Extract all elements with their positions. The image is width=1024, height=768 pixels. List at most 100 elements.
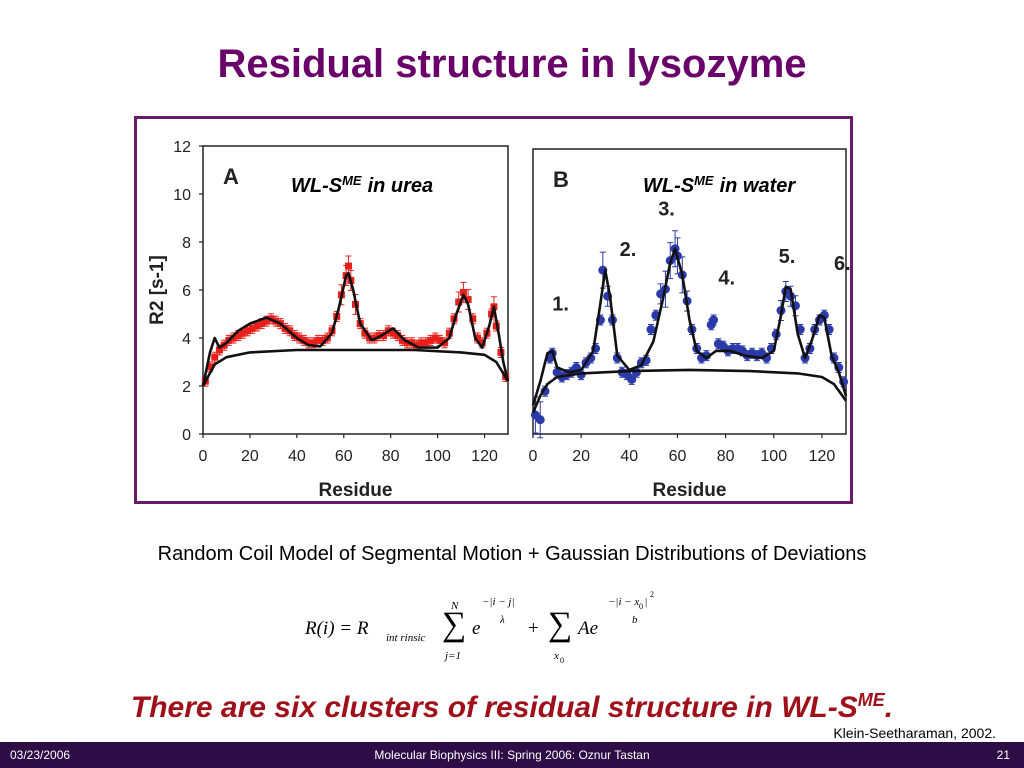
sum1-upper: N — [451, 600, 459, 612]
segmental-motion-fit — [531, 368, 848, 414]
data-point — [211, 353, 219, 361]
data-point — [709, 315, 719, 325]
y-tick-label: 0 — [182, 427, 191, 444]
slide-title: Residual structure in lysozyme — [217, 42, 807, 86]
data-point — [459, 288, 467, 296]
data-point — [474, 334, 481, 342]
footer-page-number: 21 — [996, 748, 1010, 762]
term1-base: e — [472, 618, 481, 639]
panel-label: A — [223, 164, 239, 189]
term2-exp-num: −|i − x — [608, 596, 640, 608]
sum1-symbol: ∑ — [442, 606, 467, 643]
y-tick-label: 4 — [182, 331, 191, 348]
panel-a: 0 20 40 60 80 100 120 0 2 4 6 8 10 12 Residue R2 [s-1] A… — [147, 139, 510, 501]
cluster-label: 3. — [658, 199, 675, 221]
data-point — [436, 336, 444, 344]
x-axis-label: Residue — [319, 480, 393, 501]
footer-bar: 03/23/2006 Molecular Biophysics III: Spr… — [0, 742, 1024, 768]
data-point — [239, 329, 247, 337]
x-tick-label: 100 — [760, 448, 787, 465]
conclusion-text: There are six clusters of residual struc… — [0, 690, 1024, 725]
data-point — [344, 262, 352, 270]
conclusion-sup: ME — [857, 690, 885, 710]
data-point — [646, 325, 656, 334]
data-point — [417, 339, 425, 347]
model-caption: Random Coil Model of Segmental Motion + … — [157, 543, 867, 565]
panel-b: 0 20 40 60 80 100 120 Residue B WL-SME in water 1. 2… — [529, 148, 850, 501]
data-point — [309, 339, 317, 347]
conclusion-end: . — [884, 691, 894, 724]
footer-date: 03/23/2006 — [10, 748, 71, 762]
data-point — [234, 332, 242, 340]
term2-exp-sup: 2 — [650, 590, 654, 599]
combined-fit — [201, 271, 510, 387]
figure-frame: 0 20 40 60 80 100 120 0 2 4 6 8 10 12 Residue R2 [s-1] A… — [134, 116, 853, 504]
cluster-label: 5. — [779, 246, 796, 268]
data-point — [398, 336, 406, 344]
data-point — [422, 339, 430, 347]
annotation-end: in urea — [368, 175, 434, 197]
equation-lhs-sub: int rinsic — [386, 632, 426, 644]
x-tick-label: 80 — [382, 448, 400, 465]
data-point — [394, 332, 402, 340]
x-tick-label: 0 — [529, 448, 538, 465]
cluster-label: 2. — [620, 239, 637, 261]
cluster-label: 1. — [552, 294, 569, 316]
data-point — [314, 336, 322, 344]
term2-base: Ae — [578, 618, 599, 639]
x-tick-label: 120 — [471, 448, 498, 465]
annotation-sup: ME — [342, 173, 362, 188]
panel-label: B — [553, 167, 569, 192]
data-point — [300, 336, 308, 344]
data-point — [319, 336, 327, 344]
data-point — [230, 334, 237, 342]
sum2-lower: x — [554, 650, 559, 662]
term2-exp-den: b — [632, 614, 638, 626]
y-tick-label: 6 — [182, 283, 191, 300]
data-point — [427, 336, 435, 344]
x-tick-label: 40 — [288, 448, 306, 465]
data-point — [206, 363, 214, 371]
cluster-label: 6. — [834, 253, 850, 275]
sum2-symbol: ∑ — [548, 606, 573, 643]
data-point — [445, 329, 453, 337]
data-point — [469, 315, 477, 323]
data-point — [455, 298, 463, 306]
segmental-motion-fit — [201, 348, 510, 387]
x-tick-label: 60 — [669, 448, 687, 465]
annotation-main: WL-S — [291, 175, 343, 197]
data-point — [244, 327, 252, 335]
y-axis-label: R2 [s-1] — [147, 255, 168, 325]
data-point — [464, 296, 472, 304]
data-point — [535, 415, 545, 425]
x-tick-label: 80 — [717, 448, 735, 465]
conclusion-main: There are six clusters of residual struc… — [130, 691, 858, 724]
x-axis-label: Residue — [653, 480, 727, 501]
data-point — [262, 317, 270, 325]
r2-relaxation-figure: 0 20 40 60 80 100 120 0 2 4 6 8 10 12 Residue R2 [s-1] A… — [147, 139, 850, 501]
x-tick-label: 100 — [424, 448, 451, 465]
x-tick-label: 120 — [809, 448, 836, 465]
annotation-main: WL-S — [643, 175, 695, 197]
r2-model-equation: R(i) = R int rinsic N ∑ j=1 e −|i − j| λ… — [300, 590, 700, 670]
citation: Klein-Seetharaman, 2002. — [833, 725, 996, 741]
y-tick-label: 12 — [173, 139, 191, 156]
annotation-end: in water — [720, 175, 797, 197]
equation-lhs: R(i) = R — [305, 618, 369, 639]
annotation-sup: ME — [694, 173, 714, 188]
y-tick-label: 2 — [182, 379, 191, 396]
data-point — [361, 329, 369, 337]
data-point — [305, 339, 313, 347]
term1-exp-den: λ — [500, 614, 505, 626]
plot-area — [532, 148, 847, 435]
footer-course: Molecular Biophysics III: Spring 2006: O… — [374, 748, 650, 762]
x-tick-label: 60 — [335, 448, 353, 465]
data-point — [215, 346, 223, 354]
y-tick-label: 10 — [173, 187, 191, 204]
x-tick-label: 0 — [199, 448, 208, 465]
cluster-label: 4. — [718, 267, 735, 289]
plus-sign: + — [528, 618, 539, 639]
term1-exp-num: −|i − j| — [482, 596, 515, 608]
term2-exp-num-sub: 0 — [639, 602, 643, 611]
panel-annotation: WL-SME in water — [643, 173, 796, 197]
